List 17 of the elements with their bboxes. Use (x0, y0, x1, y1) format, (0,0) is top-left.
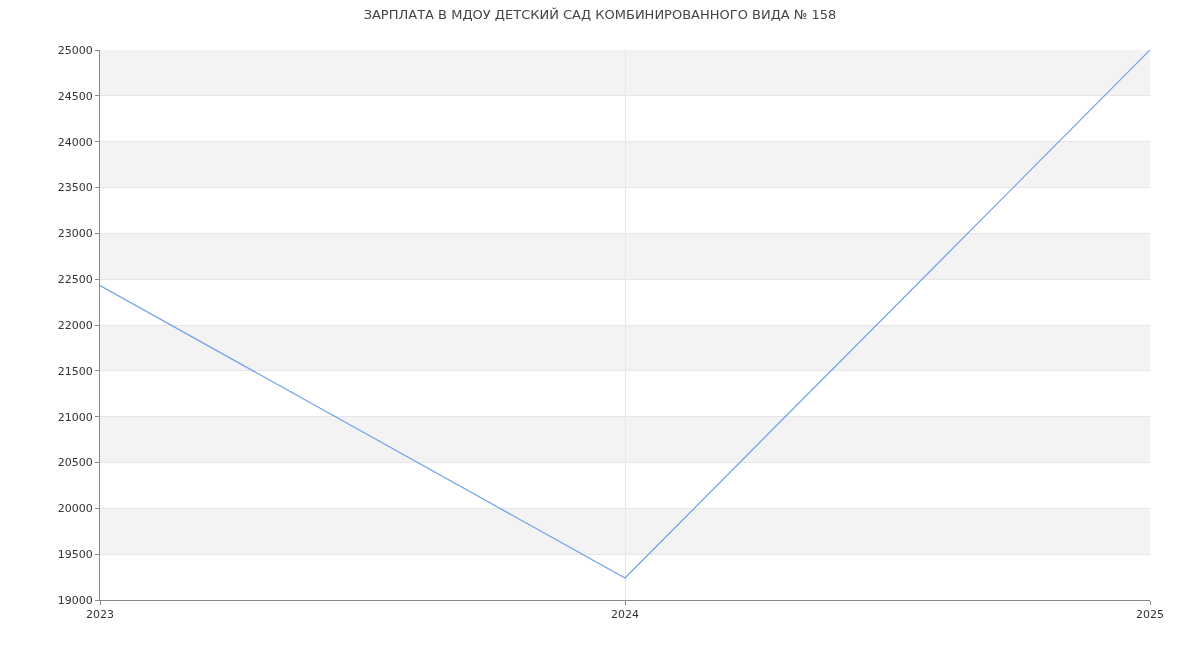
x-tick-label: 2024 (611, 608, 639, 622)
y-tick-label: 19000 (57, 593, 93, 607)
y-tick-label: 24500 (57, 89, 93, 103)
y-tick-label: 22000 (57, 318, 93, 332)
y-tick-label: 19500 (57, 548, 93, 562)
y-tick-label: 23000 (57, 227, 93, 241)
y-tick-label: 20500 (57, 456, 93, 470)
y-tick-label: 21000 (57, 410, 93, 424)
y-tick-label: 25000 (57, 43, 93, 57)
y-tick-label: 24000 (57, 135, 93, 149)
y-tick-label: 22500 (57, 273, 93, 287)
chart-title: ЗАРПЛАТА В МДОУ ДЕТСКИЙ САД КОМБИНИРОВАННОГО ВИДА № 158 (363, 6, 837, 22)
y-tick-label: 23500 (57, 181, 93, 195)
y-tick-label: 21500 (57, 364, 93, 378)
x-tick-label: 2023 (86, 608, 114, 622)
x-tick-label: 2025 (1136, 608, 1164, 622)
y-tick-label: 20000 (57, 502, 93, 516)
